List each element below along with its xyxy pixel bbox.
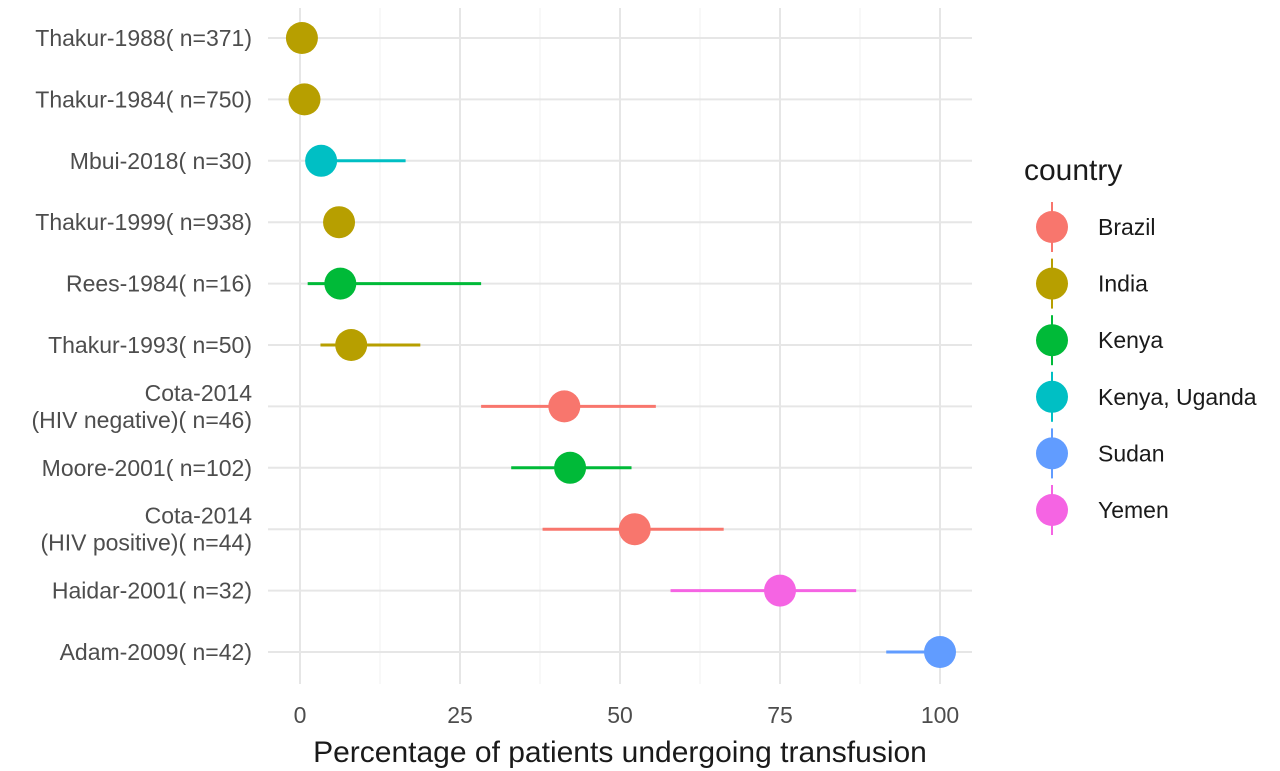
legend-item: India [1036, 258, 1148, 309]
legend-label: Kenya, Uganda [1098, 384, 1257, 410]
legend-item: Sudan [1036, 428, 1165, 479]
legend-item: Kenya, Uganda [1036, 371, 1257, 422]
y-tick-label: Moore-2001( n=102) [42, 455, 252, 481]
legend-key-point [1036, 267, 1068, 300]
legend-key-point [1036, 324, 1068, 357]
data-point [924, 636, 956, 668]
data-point [764, 574, 796, 607]
legend-key-point [1036, 494, 1068, 526]
y-tick-label: Cota-2014 (HIV negative)( n=46) [31, 380, 252, 433]
y-tick-labels: Thakur-1988( n=371) Thakur-1984( n=750) Mb… [31, 25, 252, 665]
x-tick-label: 75 [767, 702, 793, 728]
legend-title: country [1024, 154, 1122, 187]
y-tick-label: Rees-1984( n=16) [66, 271, 252, 297]
y-tick-label: Adam-2009( n=42) [60, 639, 252, 665]
data-point [554, 451, 587, 484]
y-tick-label: Thakur-1993( n=50) [48, 332, 252, 358]
x-axis-title: Percentage of patients undergoing transf… [313, 736, 927, 769]
legend-label: Kenya [1098, 327, 1163, 353]
y-tick-label: Thakur-1999( n=938) [35, 209, 252, 235]
x-tick-label: 25 [447, 702, 473, 728]
legend-label: Sudan [1098, 440, 1165, 466]
legend-key-point [1036, 380, 1068, 413]
data-point [285, 22, 318, 54]
y-tick-label-line: Cota-2014 [145, 503, 253, 529]
legend-key-point [1036, 211, 1068, 243]
y-tick-label-line: Cota-2014 [145, 380, 253, 406]
legend-item: Brazil [1036, 202, 1156, 252]
data-point [324, 267, 357, 300]
legend-label: Yemen [1098, 497, 1169, 523]
legend-label: Brazil [1098, 214, 1156, 240]
data-point [618, 513, 651, 546]
y-tick-label: Cota-2014 (HIV positive)( n=44) [40, 503, 252, 556]
legend-label: India [1098, 271, 1148, 297]
x-tick-label: 0 [294, 702, 307, 728]
y-tick-label: Haidar-2001( n=32) [52, 578, 252, 604]
y-tick-label-line: (HIV negative)( n=46) [31, 407, 252, 433]
y-tick-label: Mbui-2018( n=30) [70, 148, 252, 174]
data-point [548, 390, 581, 423]
x-tick-labels: 0 25 50 75 100 [294, 702, 960, 728]
data-point [335, 329, 368, 361]
y-tick-label: Thakur-1988( n=371) [35, 25, 252, 51]
x-tick-label: 50 [607, 702, 633, 728]
x-tick-label: 100 [921, 702, 959, 728]
y-tick-label-line: (HIV positive)( n=44) [40, 530, 252, 556]
data-points [285, 22, 956, 668]
y-tick-label: Thakur-1984( n=750) [35, 86, 252, 112]
legend-key-point [1036, 437, 1068, 470]
legend-item: Yemen [1036, 485, 1169, 535]
data-point [323, 206, 356, 239]
legend: country Brazil India Kenya Kenya, Uganda Sud… [1024, 154, 1257, 535]
data-point [288, 83, 321, 116]
legend-item: Kenya [1036, 315, 1163, 366]
data-point [305, 144, 338, 177]
legend-items: Brazil India Kenya Kenya, Uganda Sudan Yemen [1036, 202, 1257, 535]
